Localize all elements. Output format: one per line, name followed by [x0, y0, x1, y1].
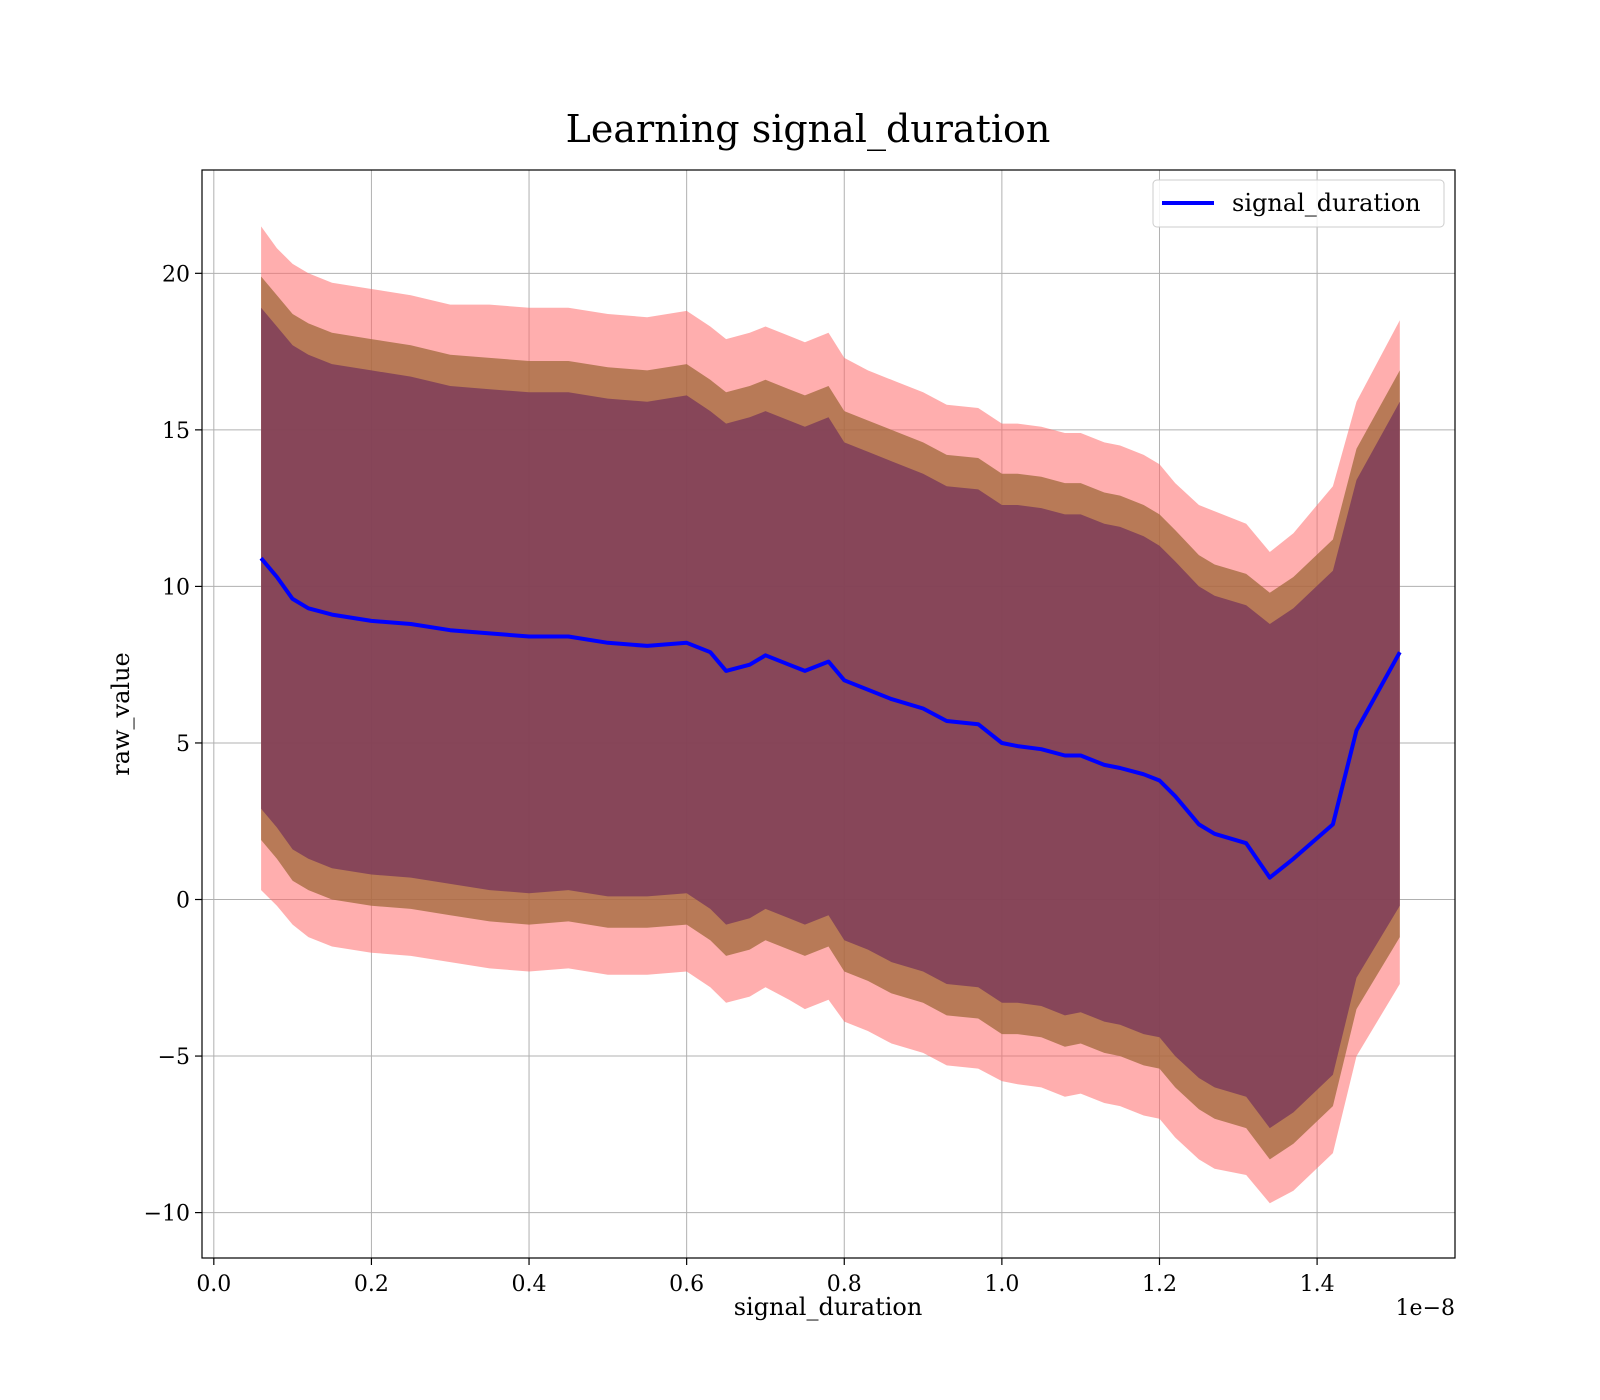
legend: signal_duration — [1152, 179, 1445, 228]
chart-title: Learning signal_duration — [566, 107, 1051, 152]
y-tick-label: 5 — [176, 732, 190, 757]
x-tick-label: 0.0 — [196, 1272, 231, 1297]
x-tick-label: 0.6 — [669, 1272, 704, 1297]
x-tick-label: 1.0 — [984, 1272, 1019, 1297]
y-tick-label: 20 — [162, 262, 190, 287]
y-axis-label: raw_value — [107, 652, 135, 776]
confidence-bands — [261, 226, 1400, 1204]
x-axis-offset-text: 1e−8 — [1396, 1296, 1455, 1321]
x-tick-label: 1.4 — [1300, 1272, 1335, 1297]
x-tick-label: 0.4 — [512, 1272, 547, 1297]
y-tick-label: 10 — [162, 575, 190, 600]
y-axis-ticks: −10 −5 0 5 10 15 20 — [144, 262, 202, 1227]
x-axis-label: signal_duration — [734, 1293, 923, 1321]
series-lines — [259, 556, 1402, 880]
x-axis-ticks: 0.0 0.2 0.4 0.6 0.8 1.0 1.2 1.4 — [196, 1258, 1335, 1297]
series-line-0 — [259, 556, 1402, 880]
x-tick-label: 0.8 — [827, 1272, 862, 1297]
plot-area-frame — [201, 169, 1456, 1259]
x-tick-label: 0.2 — [354, 1272, 389, 1297]
y-tick-label: −5 — [158, 1045, 190, 1070]
legend-label: signal_duration — [1232, 189, 1421, 217]
legend-box — [1152, 179, 1445, 228]
y-tick-label: 15 — [162, 419, 190, 444]
x-tick-label: 1.2 — [1142, 1272, 1177, 1297]
y-tick-label: −10 — [144, 1202, 190, 1227]
band-inner — [261, 307, 1400, 1129]
y-tick-label: 0 — [176, 889, 190, 914]
